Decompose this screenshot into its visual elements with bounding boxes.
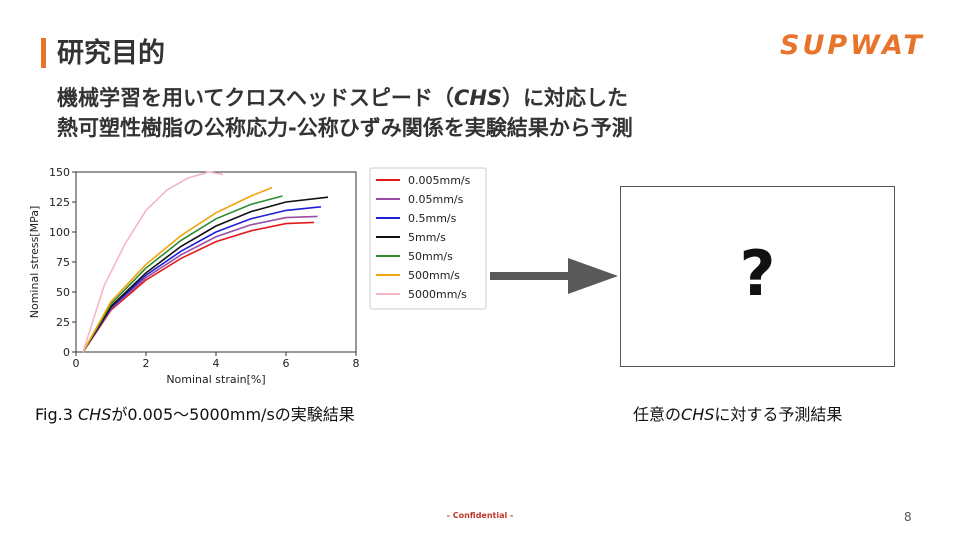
title-accent-bar	[41, 38, 46, 68]
legend-label-4: 50mm/s	[408, 250, 453, 263]
caption-prefix: Fig.3	[35, 405, 78, 424]
subtitle-line-2: 熱可塑性樹脂の公称応力-公称ひずみ関係を実験結果から予測	[57, 116, 633, 140]
subtitle-text: 機械学習を用いてクロスヘッドスピード（	[57, 86, 454, 110]
series-line-4	[82, 195, 283, 353]
series-line-2	[82, 206, 322, 353]
caption-right-prefix: 任意の	[633, 405, 682, 424]
caption-suffix: が0.005〜5000mm/sの実験結果	[111, 405, 355, 424]
question-mark: ?	[739, 237, 776, 310]
series-line-1	[82, 215, 318, 353]
y-tick-label: 75	[56, 256, 70, 269]
y-tick-label: 25	[56, 316, 70, 329]
legend-label-6: 5000mm/s	[408, 288, 467, 301]
x-tick-label: 2	[143, 357, 150, 370]
y-tick-label: 50	[56, 286, 70, 299]
caption-right-chs: CHS	[681, 405, 715, 424]
company-logo: SUPWAT	[780, 30, 925, 61]
prediction-result-box: ?	[620, 186, 895, 367]
subtitle-text-post: ）に対応した	[502, 86, 629, 110]
figure-caption: Fig.3 CHSが0.005〜5000mm/sの実験結果	[35, 401, 355, 425]
y-tick-label: 0	[63, 346, 70, 359]
x-tick-label: 6	[283, 357, 290, 370]
caption-right-suffix: に対する予測結果	[714, 405, 843, 424]
legend-box	[369, 167, 487, 310]
series-line-6	[82, 171, 224, 353]
series-line-5	[82, 186, 273, 353]
y-tick-label: 100	[49, 226, 70, 239]
series-line-0	[82, 221, 315, 353]
subtitle-line-1: 機械学習を用いてクロスヘッドスピード（CHS）に対応した	[57, 83, 633, 113]
x-tick-label: 4	[213, 357, 220, 370]
legend-label-5: 500mm/s	[408, 269, 460, 282]
legend-label-1: 0.05mm/s	[408, 193, 464, 206]
caption-chs: CHS	[78, 405, 112, 424]
legend-label-3: 5mm/s	[408, 231, 446, 244]
subtitle-chs: CHS	[453, 86, 503, 110]
y-tick-label: 125	[49, 196, 70, 209]
y-axis-label: Nominal stress[MPa]	[30, 206, 41, 319]
page-number: 8	[904, 510, 912, 524]
prediction-caption: 任意のCHSに対する予測結果	[633, 401, 842, 425]
slide-subtitle: 機械学習を用いてクロスヘッドスピード（CHS）に対応した 熱可塑性樹脂の公称応力…	[57, 83, 633, 143]
legend-label-2: 0.5mm/s	[408, 212, 457, 225]
confidential-footer: - Confidential -	[446, 511, 514, 520]
legend-label-0: 0.005mm/s	[408, 174, 471, 187]
slide-title: 研究目的	[57, 38, 165, 69]
y-tick-label: 150	[49, 166, 70, 179]
series-line-3	[82, 196, 329, 353]
x-tick-label: 8	[353, 357, 360, 370]
right-arrow-icon	[490, 258, 618, 294]
x-axis-label: Nominal strain[%]	[166, 373, 265, 386]
x-tick-label: 0	[73, 357, 80, 370]
stress-strain-chart: 0 2 4 6 8 0 25 50 75 100 125 150 Nominal strain[%] No…	[30, 166, 487, 386]
